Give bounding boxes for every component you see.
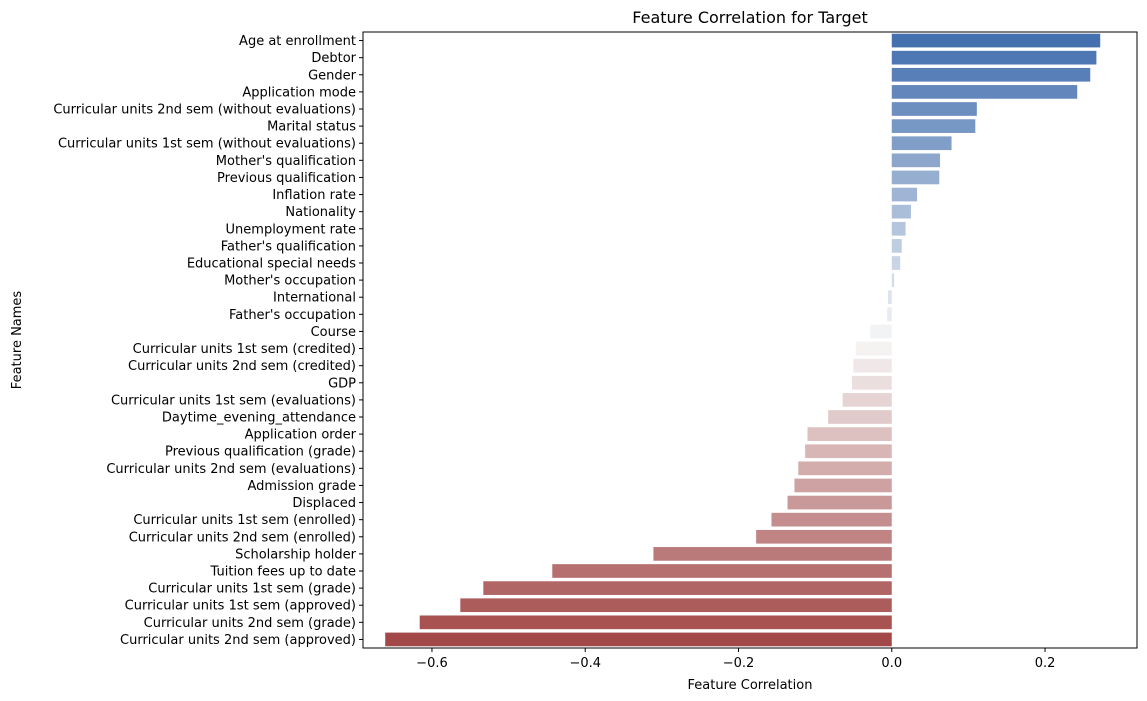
bar-34	[419, 615, 892, 630]
y-tick-label: Curricular units 1st sem (enrolled)	[133, 513, 356, 528]
bar-23	[807, 427, 892, 441]
y-tick-label: Debtor	[311, 51, 356, 66]
y-axis-label: Feature Names	[10, 291, 25, 390]
x-axis-label: Feature Correlation	[688, 678, 813, 693]
y-tick-label: Curricular units 2nd sem (approved)	[120, 633, 356, 648]
bar-35	[385, 632, 892, 647]
bar-8	[891, 170, 940, 185]
bar-6	[891, 136, 952, 151]
bar-0	[891, 33, 1101, 48]
y-tick-label: Admission grade	[248, 479, 357, 494]
bar-30	[653, 547, 892, 561]
y-tick-label: Curricular units 1st sem (approved)	[125, 599, 356, 614]
y-tick-label: Educational special needs	[187, 257, 356, 272]
bar-19	[853, 358, 892, 373]
bar-32	[483, 581, 892, 595]
bar-1	[891, 50, 1097, 65]
bar-33	[460, 598, 892, 613]
bar-27	[787, 495, 892, 510]
y-tick-label: Marital status	[267, 120, 356, 135]
bar-20	[851, 375, 892, 390]
bars-group	[385, 33, 1101, 647]
bar-13	[891, 256, 901, 270]
y-tick-label: Mother's qualification	[216, 154, 356, 169]
y-tick-labels: Age at enrollment Debtor Gender Application…	[53, 34, 363, 648]
bar-31	[552, 564, 892, 578]
y-tick-label: Inflation rate	[272, 188, 356, 203]
bar-26	[794, 478, 892, 493]
y-tick-label: Application mode	[242, 85, 356, 100]
bar-25	[798, 461, 892, 476]
y-tick-label: Displaced	[292, 496, 356, 511]
y-tick-label: Curricular units 2nd sem (evaluations)	[106, 462, 356, 477]
plot-frame	[362, 31, 1138, 649]
bar-16	[887, 307, 892, 322]
y-tick-label: Curricular units 1st sem (without evalua…	[58, 137, 356, 152]
x-tick-label: −0.2	[723, 656, 755, 671]
bar-22	[828, 410, 892, 424]
bar-2	[891, 67, 1091, 82]
y-tick-label: Nationality	[285, 205, 356, 220]
bar-15	[887, 290, 892, 305]
y-tick-label: Curricular units 1st sem (grade)	[148, 582, 356, 597]
y-tick-label: Previous qualification	[217, 171, 356, 186]
bar-12	[891, 239, 902, 253]
bar-11	[891, 221, 906, 236]
bar-17	[870, 324, 892, 339]
y-tick-label: Father's qualification	[221, 239, 356, 254]
x-tick-label: −0.4	[569, 656, 601, 671]
bar-24	[805, 444, 892, 459]
bar-5	[891, 119, 976, 133]
y-tick-label: Application order	[245, 428, 357, 443]
y-tick-label: Tuition fees up to date	[210, 565, 356, 580]
y-tick-label: Curricular units 1st sem (evaluations)	[111, 393, 356, 408]
chart-title: Feature Correlation for Target	[632, 8, 867, 27]
y-tick-label: Daytime_evening_attendance	[162, 411, 356, 426]
y-tick-label: Curricular units 2nd sem (enrolled)	[129, 530, 356, 545]
y-tick-label: GDP	[328, 376, 356, 391]
y-tick-label: Curricular units 2nd sem (grade)	[144, 616, 356, 631]
y-tick-label: International	[273, 291, 356, 306]
y-tick-label: Age at enrollment	[239, 34, 356, 49]
x-tick-label: 0.0	[881, 656, 902, 671]
x-tick-label: −0.6	[416, 656, 448, 671]
bar-28	[771, 512, 892, 527]
bar-14	[891, 273, 895, 287]
bar-18	[855, 341, 892, 356]
y-tick-label: Curricular units 1st sem (credited)	[133, 342, 356, 357]
y-tick-label: Father's occupation	[229, 308, 356, 323]
x-tick-label: 0.2	[1035, 656, 1056, 671]
bar-9	[891, 187, 918, 202]
y-tick-label: Previous qualification (grade)	[165, 445, 356, 460]
y-tick-label: Gender	[308, 68, 357, 83]
bar-3	[891, 85, 1078, 99]
y-tick-label: Curricular units 2nd sem (credited)	[128, 359, 356, 374]
bar-4	[891, 102, 977, 116]
y-tick-label: Mother's occupation	[224, 274, 356, 289]
y-tick-label: Unemployment rate	[226, 222, 356, 237]
y-tick-label: Course	[311, 325, 356, 340]
bar-10	[891, 204, 911, 219]
x-ticks: −0.6 −0.4 −0.2 0.0 0.2	[416, 648, 1055, 671]
bar-29	[756, 529, 892, 544]
bar-7	[891, 153, 941, 168]
y-tick-label: Scholarship holder	[235, 547, 357, 562]
y-tick-label: Curricular units 2nd sem (without evalua…	[53, 103, 356, 118]
bar-21	[842, 393, 892, 407]
